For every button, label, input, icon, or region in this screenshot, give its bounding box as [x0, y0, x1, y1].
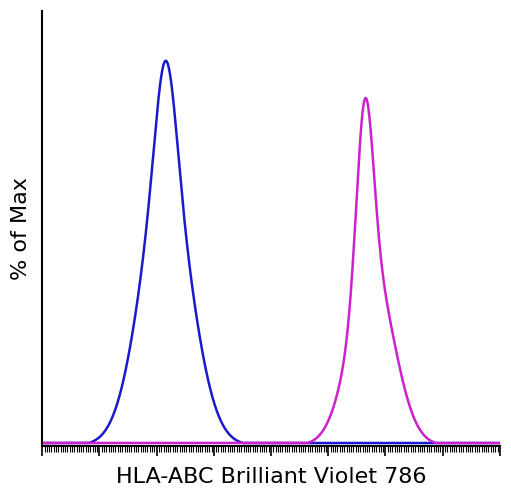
Y-axis label: % of Max: % of Max: [11, 177, 31, 280]
X-axis label: HLA-ABC Brilliant Violet 786: HLA-ABC Brilliant Violet 786: [116, 467, 426, 487]
